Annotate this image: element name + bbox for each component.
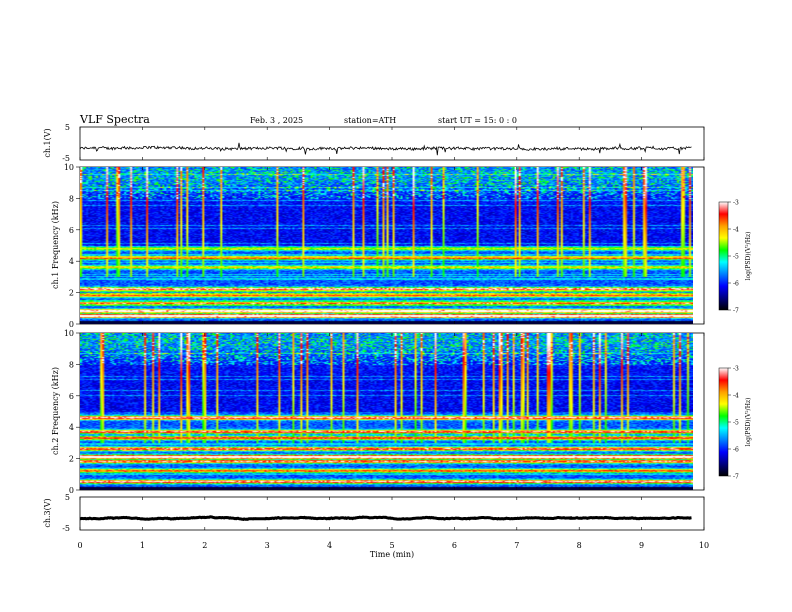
ch2-spectrogram-ytick-tick-label: 4 xyxy=(69,423,74,432)
xaxis-tick-label: 8 xyxy=(577,541,582,550)
ch2-colorbar-ramp xyxy=(718,367,729,477)
ch1-ytick-bottom: -5 xyxy=(62,154,70,163)
ch3-waveform-panel: 5 -5 ch.3(V) xyxy=(43,493,705,533)
ch1-spectrogram-ytick-tick-label: 10 xyxy=(64,163,74,172)
xaxis-tick-label: 6 xyxy=(452,541,457,550)
ch1-colorbar-ramp xyxy=(718,201,729,311)
ch1-spectrogram-ytick-tick-label: 8 xyxy=(69,194,74,203)
ch1-spectrogram-panel: 0 2 4 6 8 10 ch.1 Frequency (kHz) xyxy=(51,163,705,329)
ch1-colorbar-ticks: -3 -4 -5 -6 -7 xyxy=(728,200,739,315)
colorbar-tick-label: -5 xyxy=(733,254,739,261)
chart-title: VLF Spectra xyxy=(79,113,150,126)
ch2-spectrogram-ytick-tick-label: 2 xyxy=(69,455,74,464)
colorbar-tick-label: -3 xyxy=(733,200,739,207)
ch1-spectrogram-ytick-tick-label: 6 xyxy=(69,226,74,235)
colorbar-tick-label: -6 xyxy=(733,281,739,288)
ch2-spectrogram-image xyxy=(80,333,693,490)
xaxis-tick-label: 2 xyxy=(202,541,207,550)
ch2-spectrogram-ytick-tick-label: 0 xyxy=(69,486,74,495)
ch1-colorbar-label: log(PSD)(V²/Hz) xyxy=(745,232,752,281)
ch2-spectrogram-ytick-tick-label: 8 xyxy=(69,360,74,369)
colorbar-tick-label: -4 xyxy=(733,227,739,234)
time-axis: 0 1 2 3 4 5 6 7 8 9 10 xyxy=(77,127,709,550)
ch3-ylabel: ch.3(V) xyxy=(43,498,52,527)
ch2-spectrogram-ytick-tick-label: 6 xyxy=(69,392,74,401)
ch1-spectrogram-ytick-tick-label: 4 xyxy=(69,257,74,266)
xaxis-tick-label: 3 xyxy=(265,541,270,550)
ch3-waveform-frame xyxy=(79,496,705,531)
ch1-waveform-series xyxy=(79,142,692,156)
ch1-ytick-top: 5 xyxy=(65,123,70,132)
ch2-spectrogram-yticks: 0 2 4 6 8 10 xyxy=(64,329,80,495)
date-label: Feb. 3 , 2025 xyxy=(250,116,303,125)
ch2-colorbar-label: log(PSD)(V²/Hz) xyxy=(745,398,752,447)
xaxis-tick-label: 10 xyxy=(699,541,709,550)
colorbar-tick-label: -7 xyxy=(733,474,739,481)
xaxis-label: Time (min) xyxy=(370,550,414,559)
ch2-spectrogram-panel: 0 2 4 6 8 10 ch.2 Frequency (kHz) xyxy=(51,329,705,495)
start-time-label: start UT = 15: 0 : 0 xyxy=(438,116,517,125)
xaxis-tick-label: 4 xyxy=(327,541,332,550)
colorbar-tick-label: -5 xyxy=(733,420,739,427)
ch2-spectrogram-ylabel: ch.2 Frequency (kHz) xyxy=(51,367,60,455)
colorbar-tick-label: -7 xyxy=(733,308,739,315)
ch2-colorbar-ticks: -3 -4 -5 -6 -7 xyxy=(728,366,739,481)
xaxis-tick-label: 1 xyxy=(140,541,145,550)
ch3-waveform-series xyxy=(79,515,692,521)
colorbar-tick-label: -6 xyxy=(733,447,739,454)
ch1-spectrogram-image xyxy=(80,167,693,324)
xaxis-tick-label: 0 xyxy=(77,541,82,550)
xaxis-tick-label: 7 xyxy=(514,541,519,550)
station-label: station=ATH xyxy=(344,116,396,125)
colorbar-tick-label: -3 xyxy=(733,366,739,373)
ch1-spectrogram-ylabel: ch.1 Frequency (kHz) xyxy=(51,201,60,289)
ch2-colorbar: -3 -4 -5 -6 -7 log(PSD)(V²/Hz) xyxy=(718,366,752,481)
ch1-spectrogram-ytick-tick-label: 2 xyxy=(69,289,74,298)
ch1-waveform-frame xyxy=(79,126,705,161)
ch1-spectrogram-ytick-tick-label: 0 xyxy=(69,320,74,329)
ch2-spectrogram-ytick-tick-label: 10 xyxy=(64,329,74,338)
ch1-ylabel: ch.1(V) xyxy=(43,128,52,157)
ch1-spectrogram-yticks: 0 2 4 6 8 10 xyxy=(64,163,80,329)
xaxis-tick-label: 5 xyxy=(389,541,394,550)
colorbar-tick-label: -4 xyxy=(733,393,739,400)
xaxis-tick-label: 9 xyxy=(639,541,644,550)
ch1-colorbar: -3 -4 -5 -6 -7 log(PSD)(V²/Hz) xyxy=(718,200,752,315)
ch1-waveform-panel: 5 -5 ch.1(V) xyxy=(43,123,705,163)
ch3-ytick-top: 5 xyxy=(65,493,70,502)
ch3-ytick-bottom: -5 xyxy=(62,524,70,533)
